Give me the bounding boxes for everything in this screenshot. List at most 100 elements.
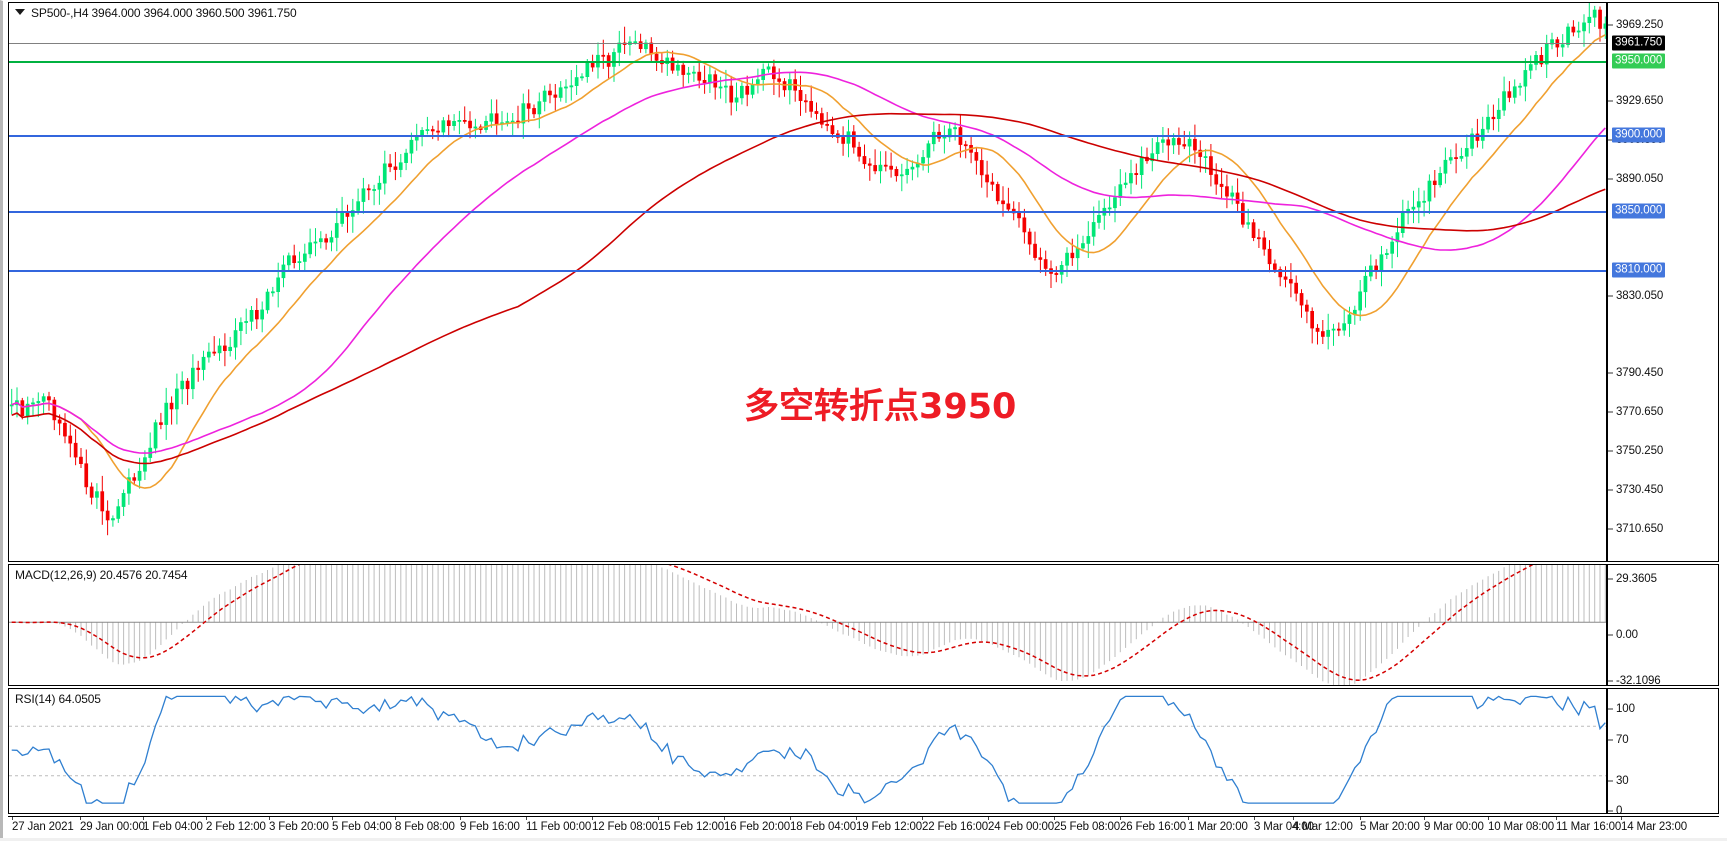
symbol-header-text: SP500-,H4 3964.000 3964.000 3960.500 396… [31,6,297,20]
time-axis-label: 22 Feb 16:00 [922,821,988,833]
price-level-badge-level-blue[interactable]: 3810.000 [1612,262,1666,278]
price-candlestick-svg [9,3,1606,536]
rsi-axis-label: 30 [1616,775,1629,787]
time-axis-label: 10 Mar 08:00 [1488,821,1554,833]
price-axis-tick [1608,411,1613,413]
time-axis-label: 4 Mar 12:00 [1293,821,1353,833]
time-axis-label: 9 Mar 00:00 [1424,821,1484,833]
time-axis-tick [206,817,207,820]
time-axis-label: 29 Jan 00:00 [80,821,145,833]
price-axis-label: 3770.650 [1616,406,1664,418]
horizontal-level-line[interactable] [9,43,1606,44]
time-axis-tick [1188,817,1189,820]
time-axis-label: 11 Feb 00:00 [526,821,592,833]
macd-axis-tick [1608,634,1613,636]
time-axis-tick [1556,817,1557,820]
time-axis-tick [856,817,857,820]
time-axis-label: 15 Feb 12:00 [658,821,724,833]
time-axis-label: 19 Feb 12:00 [856,821,922,833]
window-bottom-strip [0,838,1727,841]
horizontal-level-line[interactable] [9,135,1606,137]
price-axis-tick [1608,450,1613,452]
rsi-axis-tick [1608,780,1613,782]
price-axis-label: 3750.250 [1616,445,1664,457]
price-axis-label: 3929.650 [1616,95,1664,107]
time-axis-tick [1424,817,1425,820]
rsi-axis: 100 70 30 0 [1606,689,1718,813]
time-axis-tick [1054,817,1055,820]
time-axis-tick [1254,817,1255,820]
time-axis-label: 25 Feb 08:00 [1054,821,1120,833]
time-axis-label: 14 Mar 23:00 [1621,821,1687,833]
price-axis-label: 3790.450 [1616,367,1664,379]
time-axis-label: 5 Feb 04:00 [332,821,392,833]
time-axis-tick [332,817,333,820]
macd-axis-label: -32.1096 [1616,675,1661,686]
rsi-plot-area[interactable] [9,689,1606,813]
rsi-axis-tick [1608,739,1613,741]
time-axis-label: 5 Mar 20:00 [1360,821,1420,833]
price-axis-label: 3969.250 [1616,19,1664,31]
price-axis-tick [1608,24,1613,26]
price-chart-panel[interactable]: SP500-,H4 3964.000 3964.000 3960.500 396… [8,2,1719,562]
time-axis-label: 16 Feb 20:00 [724,821,790,833]
time-axis-label: 2 Feb 12:00 [206,821,266,833]
rsi-panel[interactable]: RSI(14) 64.0505 100 70 30 0 [8,688,1719,814]
time-axis-tick [592,817,593,820]
rsi-axis-label: 0 [1616,805,1623,814]
price-level-badge-level-blue[interactable]: 3900.000 [1612,127,1666,143]
price-axis-tick [1608,489,1613,491]
rsi-axis-label: 70 [1616,734,1629,746]
horizontal-level-line[interactable] [9,211,1606,213]
time-axis-tick [269,817,270,820]
price-level-badge-support-green[interactable]: 3950.000 [1612,53,1666,69]
macd-axis-label: 0.00 [1616,629,1638,641]
time-axis-tick [80,817,81,820]
price-axis-tick [1608,528,1613,530]
price-level-badge-level-blue[interactable]: 3850.000 [1612,203,1666,219]
macd-svg [9,565,1606,685]
time-axis-label: 27 Jan 2021 [12,821,74,833]
rsi-axis-label: 100 [1616,703,1635,715]
time-axis-tick [1293,817,1294,820]
price-axis-tick [1608,100,1613,102]
price-axis-tick [1608,178,1613,180]
symbol-header: SP500-,H4 3964.000 3964.000 3960.500 396… [15,6,297,20]
time-axis-tick [790,817,791,820]
time-axis-tick [12,817,13,820]
macd-panel[interactable]: MACD(12,26,9) 20.4576 20.7454 29.3605 0.0… [8,564,1719,686]
macd-axis-tick [1608,680,1613,682]
time-axis-tick [724,817,725,820]
rsi-svg [9,695,1606,804]
chart-annotation-text: 多空转折点3950 [744,387,1017,427]
price-axis-tick [1608,139,1613,141]
price-axis-tick [1608,372,1613,374]
time-axis-tick [988,817,989,820]
time-axis-tick [1120,817,1121,820]
price-axis-label: 3830.050 [1616,290,1664,302]
horizontal-level-line[interactable] [9,61,1606,63]
time-axis-tick [1621,817,1622,820]
time-axis[interactable]: 27 Jan 2021 29 Jan 00:00 1 Feb 04:00 2 Feb … [8,816,1719,840]
price-axis[interactable]: 3969.2503929.6503909.8503890.0503830.050… [1606,3,1718,561]
time-axis-tick [143,817,144,820]
time-axis-tick [922,817,923,820]
caret-down-icon[interactable] [15,9,25,15]
time-axis-tick [658,817,659,820]
macd-axis-label: 29.3605 [1616,573,1657,585]
price-axis-label: 3730.450 [1616,484,1664,496]
time-axis-label: 1 Mar 20:00 [1188,821,1248,833]
time-axis-tick [395,817,396,820]
time-axis-tick [1360,817,1361,820]
rsi-header: RSI(14) 64.0505 [15,692,101,706]
price-plot-area[interactable]: 多空转折点3950 [9,3,1606,561]
horizontal-level-line[interactable] [9,270,1606,272]
rsi-axis-tick [1608,708,1613,710]
price-axis-label: 3710.650 [1616,523,1664,535]
macd-header: MACD(12,26,9) 20.4576 20.7454 [15,568,188,582]
macd-plot-area[interactable] [9,565,1606,685]
price-level-badge-last-price[interactable]: 3961.750 [1612,35,1666,51]
time-axis-label: 1 Feb 04:00 [143,821,203,833]
time-axis-tick [526,817,527,820]
